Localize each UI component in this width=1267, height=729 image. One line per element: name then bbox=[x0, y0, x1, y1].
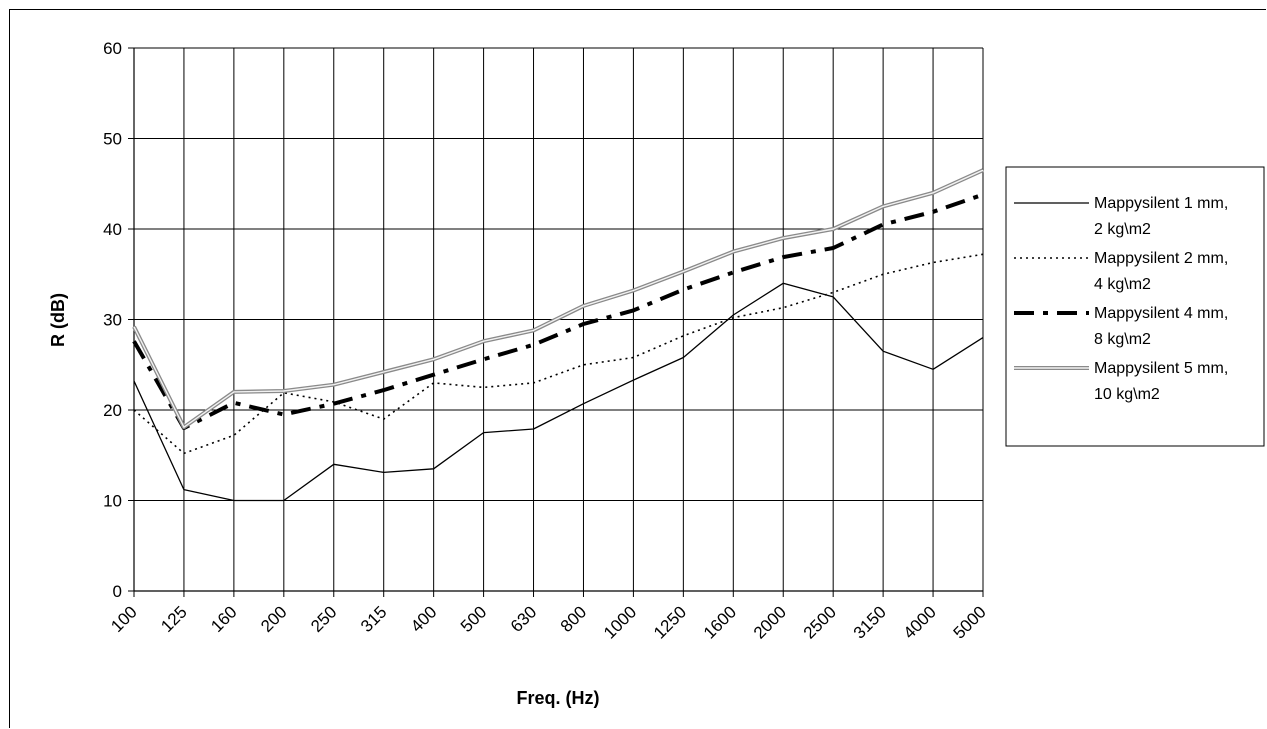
grid bbox=[133, 47, 984, 592]
y-axis-title: R (dB) bbox=[48, 293, 68, 347]
x-axis-title: Freq. (Hz) bbox=[517, 688, 600, 708]
x-tick-label: 250 bbox=[307, 602, 340, 635]
y-tick-label: 10 bbox=[103, 492, 122, 511]
x-tick-label: 5000 bbox=[950, 602, 990, 642]
x-tick-label: 4000 bbox=[900, 602, 940, 642]
y-tick-label: 60 bbox=[103, 39, 122, 58]
x-tick-label: 160 bbox=[207, 602, 240, 635]
x-tick-label: 100 bbox=[107, 602, 140, 635]
x-tick-label: 3150 bbox=[850, 602, 890, 642]
x-tick-label: 2000 bbox=[750, 602, 790, 642]
x-tick-label: 630 bbox=[507, 602, 540, 635]
x-tick-label: 315 bbox=[357, 602, 390, 635]
legend-entry: Mappysilent 4 mm, 8 kg\m2 bbox=[1014, 305, 1228, 348]
x-tick-label: 1000 bbox=[600, 602, 640, 642]
series-1 bbox=[133, 282, 984, 502]
series-lines bbox=[132, 168, 984, 502]
x-tick-label: 2500 bbox=[800, 602, 840, 642]
y-tick-label: 20 bbox=[103, 401, 122, 420]
series-line bbox=[132, 168, 984, 430]
legend-entry: Mappysilent 1 mm, 2 kg\m2 bbox=[1014, 195, 1228, 238]
y-tick-label: 50 bbox=[103, 130, 122, 149]
legend: Mappysilent 1 mm, 2 kg\m2 Mappysilent 2 mm… bbox=[1005, 166, 1265, 447]
series-line bbox=[132, 192, 984, 431]
y-tick-label: 40 bbox=[103, 220, 122, 239]
legend-label: Mappysilent 4 mm, bbox=[1094, 305, 1228, 322]
x-tick-label: 1600 bbox=[700, 602, 740, 642]
series-line bbox=[133, 253, 984, 455]
legend-entry: Mappysilent 5 mm, 10 kg\m2 bbox=[1014, 360, 1228, 403]
legend-label: 8 kg\m2 bbox=[1094, 331, 1151, 348]
legend-label: 10 kg\m2 bbox=[1094, 386, 1160, 403]
legend-label: Mappysilent 1 mm, bbox=[1094, 195, 1228, 212]
series-4 bbox=[132, 168, 984, 430]
axes bbox=[128, 47, 984, 597]
series-2 bbox=[133, 253, 984, 455]
legend-box bbox=[1005, 166, 1265, 447]
chart-frame bbox=[9, 9, 1266, 728]
y-tick-label: 0 bbox=[113, 582, 122, 601]
x-tick-label: 800 bbox=[557, 602, 590, 635]
series-line bbox=[133, 282, 984, 502]
x-tick-label: 125 bbox=[157, 602, 190, 635]
legend-label: 2 kg\m2 bbox=[1094, 221, 1151, 238]
x-tick-label: 1250 bbox=[650, 602, 690, 642]
x-tick-label: 500 bbox=[457, 602, 490, 635]
legend-entry: Mappysilent 2 mm, 4 kg\m2 bbox=[1014, 250, 1228, 293]
x-tick-label: 200 bbox=[257, 602, 290, 635]
series-line bbox=[133, 169, 984, 428]
y-tick-label: 30 bbox=[103, 311, 122, 330]
legend-label: 4 kg\m2 bbox=[1094, 276, 1151, 293]
legend-label: Mappysilent 2 mm, bbox=[1094, 250, 1228, 267]
series-3 bbox=[132, 192, 984, 431]
x-tick-label: 400 bbox=[407, 602, 440, 635]
legend-label: Mappysilent 5 mm, bbox=[1094, 360, 1228, 377]
